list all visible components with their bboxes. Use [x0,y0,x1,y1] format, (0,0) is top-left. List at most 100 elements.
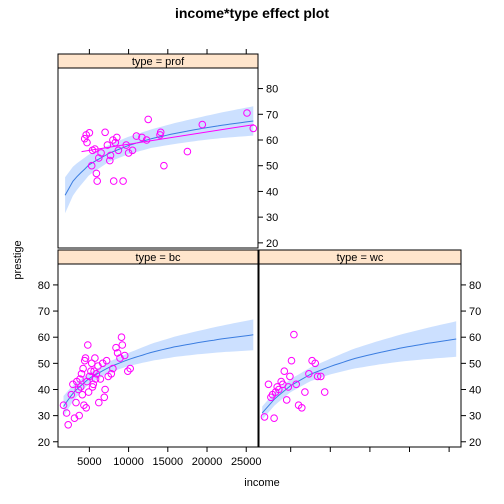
data-point [284,383,293,391]
y-tick-label: 60 [266,135,278,147]
x-tick-label: 5000 [77,456,101,468]
strip-label: type = bc [136,252,181,264]
data-point [91,145,99,153]
data-point [101,128,109,137]
data-point [80,134,89,143]
data-point [84,388,93,396]
data-point [103,141,112,149]
y-tick-label: 20 [266,238,278,250]
data-point [282,396,291,404]
data-point [78,390,87,399]
data-point [74,385,83,394]
data-point [264,380,273,389]
data-point [69,380,77,389]
fit-line [63,334,254,407]
data-point [311,359,320,368]
data-point [280,367,289,376]
data-point [109,364,117,373]
panel-frame [258,263,462,448]
data-point [124,149,133,157]
x-tick-label: 15000 [153,456,184,468]
data-point [100,393,109,402]
y-tick-label: 20 [38,437,50,449]
data-point [92,370,101,378]
y-tick-label: 40 [469,384,481,396]
y-tick-label: 30 [469,411,481,423]
y-tick-label: 40 [266,186,278,198]
data-point [301,388,309,396]
y-tick-label: 70 [38,306,50,318]
data-point [95,154,103,162]
data-point [128,146,137,155]
data-point [85,372,94,381]
data-point [313,372,322,381]
data-point [82,404,90,412]
data-point [95,398,103,407]
data-point [249,124,258,133]
x-tick-label: 10000 [113,456,144,468]
data-point [117,333,126,342]
data-point [120,351,129,360]
data-point [106,151,115,160]
y-tick-label: 50 [266,161,278,173]
data-point [84,341,92,349]
data-point [102,356,111,365]
chart-title: income*type effect plot [175,5,329,21]
data-point [111,138,120,147]
y-tick-label: 60 [38,332,50,344]
data-point [119,177,127,185]
data-point [142,136,151,144]
data-point [75,411,83,420]
y-tick-label: 30 [38,411,50,423]
data-point [113,133,121,142]
data-point [109,136,117,144]
x-axis-label: income [244,477,279,489]
data-point [76,383,85,391]
confidence-band [65,106,254,214]
data-point [109,177,118,185]
data-point [77,370,86,378]
data-point [144,115,152,124]
data-point [320,388,329,396]
data-point [79,364,87,373]
data-point [97,149,105,157]
strip-label: type = prof [132,56,185,68]
data-point [67,390,76,399]
data-point [72,398,80,407]
data-point [298,404,306,412]
y-tick-label: 80 [38,280,50,292]
data-point [64,421,72,429]
data-point [160,161,168,170]
data-point [292,380,301,389]
data-point [114,146,123,155]
data-point [91,354,99,362]
y-tick-label: 40 [38,384,50,396]
data-point [91,375,100,383]
data-point [290,330,298,339]
data-point [76,375,84,383]
data-point [198,120,207,129]
data-point [243,109,251,117]
data-point [62,409,71,417]
data-point [59,401,68,410]
x-tick-label: 25000 [231,456,262,468]
y-axis-label: prestige [12,240,24,279]
data-point [85,129,94,137]
data-point [270,414,278,423]
data-point [126,364,134,373]
y-tick-label: 30 [266,212,278,224]
y-tick-label: 60 [469,332,481,344]
data-point [81,354,90,362]
panel-frame [57,67,259,249]
data-point [93,177,101,185]
data-point [183,147,192,156]
data-point [107,370,116,378]
data-point [92,169,101,178]
data-point [83,138,91,147]
data-point [87,161,96,170]
data-point [260,413,269,421]
x-tick-label: 20000 [192,456,223,468]
data-point [132,132,141,140]
data-point [286,372,294,381]
